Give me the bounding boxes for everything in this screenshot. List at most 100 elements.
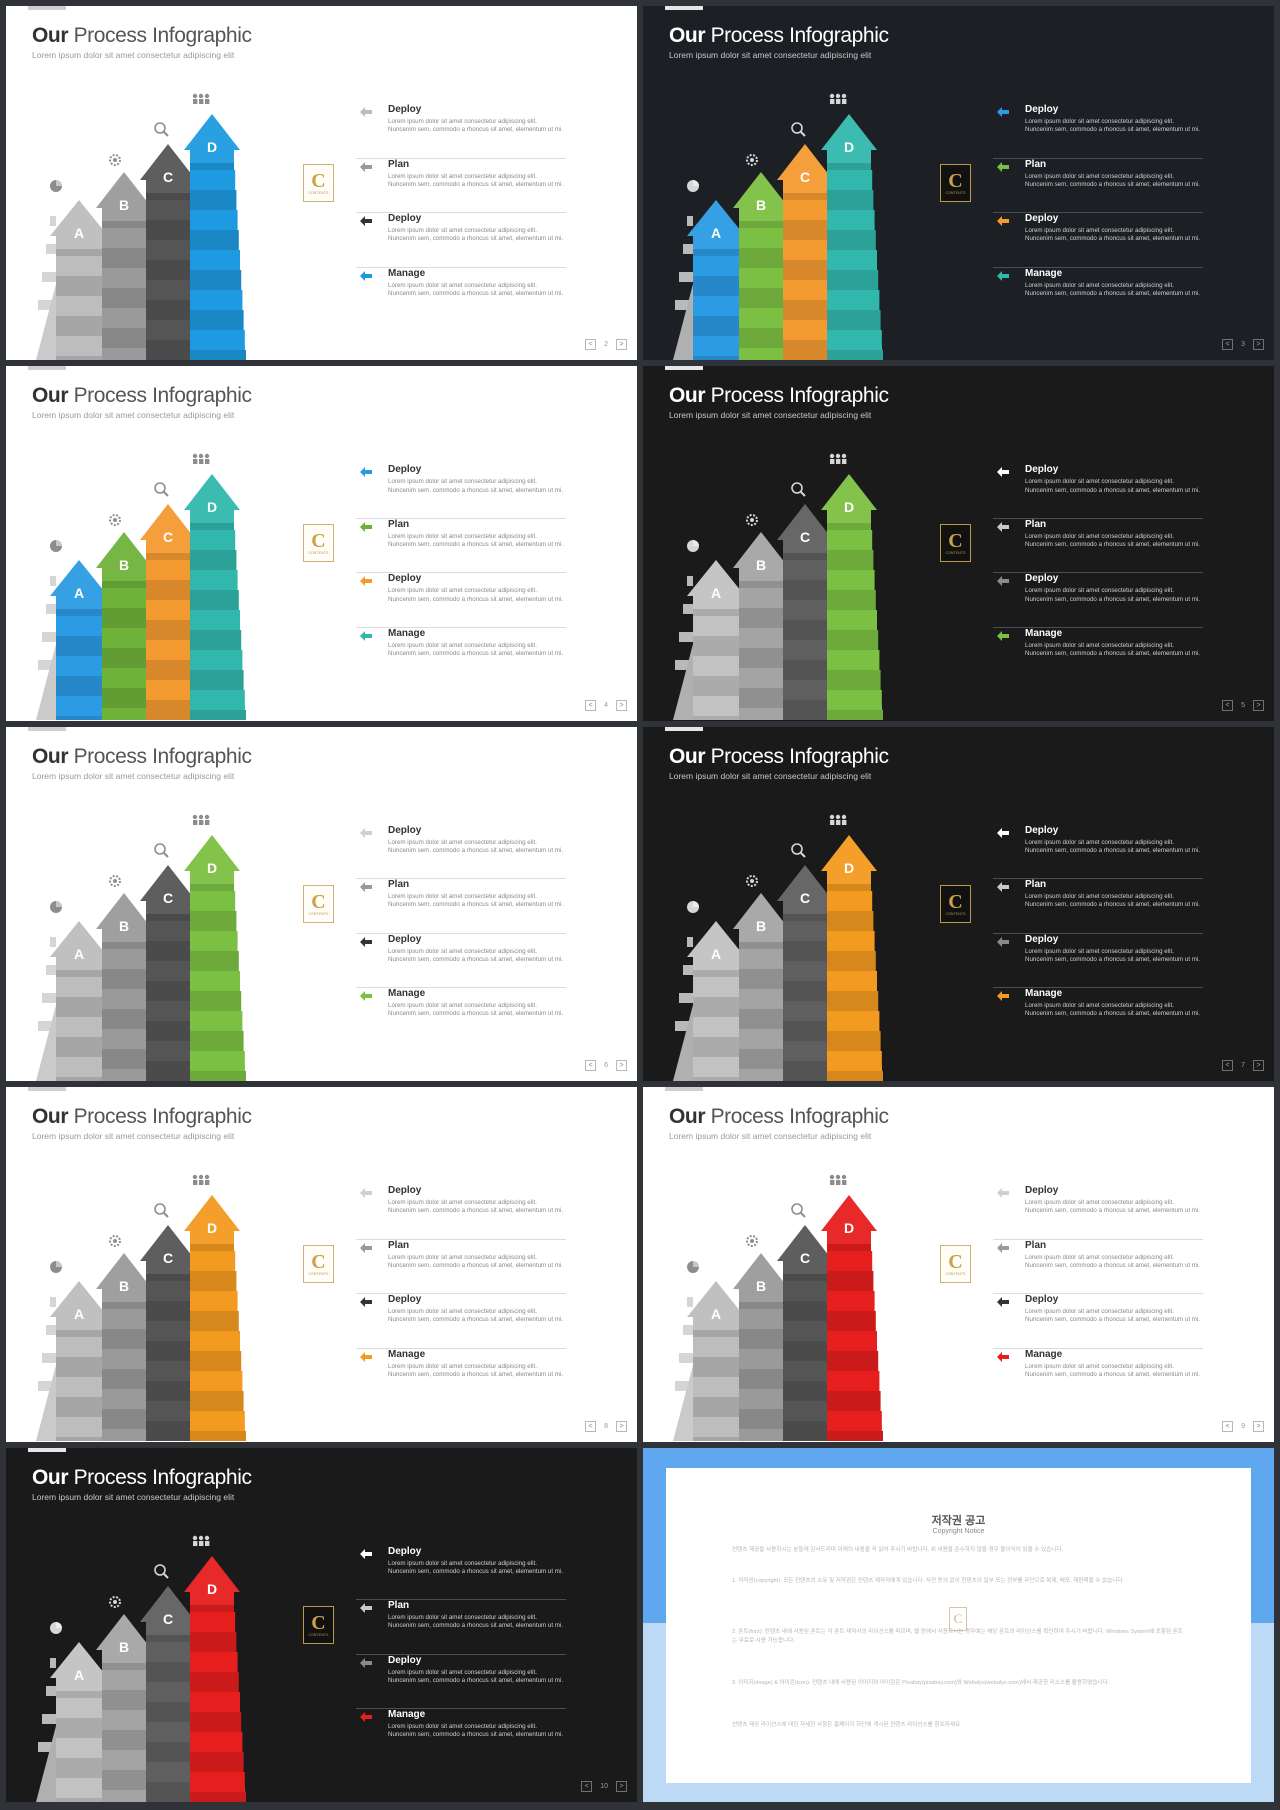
step-label: Deploy xyxy=(388,1654,422,1666)
step-item: Deploy Lorem ipsum dolor sit amet consect… xyxy=(356,934,566,989)
slide-5[interactable]: Our Process Infographic Lorem ipsum dolo… xyxy=(643,366,1274,721)
stair-letter: B xyxy=(756,197,766,213)
step-label: Plan xyxy=(388,518,410,530)
title-bold: Our xyxy=(669,1105,706,1129)
step-label: Deploy xyxy=(388,464,422,476)
next-page-button[interactable]: > xyxy=(1253,1060,1264,1072)
next-page-button[interactable]: > xyxy=(1253,699,1264,711)
next-page-button[interactable]: > xyxy=(1253,1420,1264,1432)
step-label: Plan xyxy=(1025,1239,1047,1251)
step-item: Deploy Lorem ipsum dolor sit amet consect… xyxy=(993,1294,1203,1349)
slide-3[interactable]: Our Process Infographic Lorem ipsum dolo… xyxy=(643,6,1274,361)
slide-8[interactable]: Our Process Infographic Lorem ipsum dolo… xyxy=(6,1087,637,1442)
page-number: 6 xyxy=(604,1062,608,1070)
next-page-button[interactable]: > xyxy=(1253,339,1264,351)
step-list: Deploy Lorem ipsum dolor sit amet consect… xyxy=(356,825,566,1043)
top-accent-bar xyxy=(665,1087,703,1092)
next-page-button[interactable]: > xyxy=(616,1780,627,1792)
step-item: Deploy Lorem ipsum dolor sit amet consect… xyxy=(356,464,566,519)
arrow-left-icon xyxy=(360,107,372,117)
slide-title: Our Process Infographic xyxy=(669,745,889,769)
next-page-button[interactable]: > xyxy=(616,339,627,351)
stair-column: C xyxy=(777,504,833,721)
contents-logo: C CONTENTS xyxy=(940,164,971,202)
step-description: Lorem ipsum dolor sit amet consectetur a… xyxy=(1025,947,1201,963)
top-accent-bar xyxy=(665,726,703,731)
prev-page-button[interactable]: < xyxy=(1222,1420,1234,1432)
arrow-left-icon xyxy=(360,161,372,172)
prev-page-button[interactable]: < xyxy=(1222,699,1234,711)
arrow-left-icon xyxy=(360,467,372,478)
next-page-button[interactable]: > xyxy=(616,1420,627,1432)
next-page-button[interactable]: > xyxy=(616,699,627,711)
copyright-notice-slide: 저작권 공고 Copyright Notice 컨텐츠 제공을 사용하시는 분들… xyxy=(643,1447,1274,1802)
slide-subtitle: Lorem ipsum dolor sit amet consectetur a… xyxy=(669,770,872,781)
step-label: Deploy xyxy=(388,824,422,836)
stair-letter: C xyxy=(163,1250,173,1266)
arrow-left-icon xyxy=(997,1242,1009,1253)
prev-page-button[interactable]: < xyxy=(585,699,597,711)
title-rest: Process Infographic xyxy=(710,24,889,47)
stair-letter: A xyxy=(74,225,84,241)
slide-4[interactable]: Our Process Infographic Lorem ipsum dolo… xyxy=(6,366,637,721)
step-description: Lorem ipsum dolor sit amet consectetur a… xyxy=(388,1614,564,1630)
arrow-left-icon xyxy=(997,991,1009,1002)
stair-column: B xyxy=(96,892,152,1081)
contents-logo: C CONTENTS xyxy=(303,884,334,923)
prev-page-button[interactable]: < xyxy=(585,339,597,351)
pager: < 10 > xyxy=(581,1780,627,1792)
search-icon xyxy=(791,482,806,498)
stair-column: A xyxy=(50,1281,108,1442)
step-description: Lorem ipsum dolor sit amet consectetur a… xyxy=(388,838,564,854)
step-label: Deploy xyxy=(388,213,422,224)
step-label: Plan xyxy=(1025,879,1047,891)
arrow-left-icon xyxy=(360,882,372,893)
step-item: Deploy Lorem ipsum dolor sit amet consect… xyxy=(356,1655,566,1710)
search-icon xyxy=(791,1203,806,1218)
slide-10[interactable]: Our Process Infographic Lorem ipsum dolo… xyxy=(6,1447,637,1802)
logo-text: CONTENTS xyxy=(308,1632,329,1637)
page-number: 4 xyxy=(604,701,608,709)
prev-page-button[interactable]: < xyxy=(1222,1060,1234,1072)
step-item: Plan Lorem ipsum dolor sit amet consectet… xyxy=(356,159,566,213)
team-icon xyxy=(829,454,847,465)
stair-letter: B xyxy=(119,557,129,573)
slide-subtitle: Lorem ipsum dolor sit amet consectetur a… xyxy=(669,410,872,421)
stair-column: B xyxy=(733,892,789,1081)
search-icon xyxy=(154,842,169,858)
slide-9[interactable]: Our Process Infographic Lorem ipsum dolo… xyxy=(643,1087,1274,1442)
prev-page-button[interactable]: < xyxy=(585,1060,597,1072)
stair-letter: A xyxy=(711,585,721,601)
pie-chart-icon xyxy=(50,1621,62,1634)
stair-column: D xyxy=(821,114,883,360)
slide-7[interactable]: Our Process Infographic Lorem ipsum dolo… xyxy=(643,726,1274,1082)
slide-title: Our Process Infographic xyxy=(32,1466,252,1490)
stair-column: A xyxy=(687,200,745,360)
pie-chart-icon xyxy=(687,900,699,913)
prev-page-button[interactable]: < xyxy=(585,1420,597,1432)
step-item: Manage Lorem ipsum dolor sit amet consect… xyxy=(993,1349,1203,1404)
gear-icon xyxy=(746,1235,758,1248)
top-accent-bar xyxy=(665,366,703,371)
step-description: Lorem ipsum dolor sit amet consectetur a… xyxy=(388,118,564,134)
stair-letter: B xyxy=(756,918,766,934)
step-description: Lorem ipsum dolor sit amet consectetur a… xyxy=(388,227,564,243)
slide-title: Our Process Infographic xyxy=(32,384,252,408)
arrow-left-icon xyxy=(360,1297,372,1308)
stair-letter: C xyxy=(163,890,173,906)
next-page-button[interactable]: > xyxy=(616,1060,627,1072)
search-icon xyxy=(154,1563,169,1579)
slide-6[interactable]: Our Process Infographic Lorem ipsum dolo… xyxy=(6,726,637,1082)
prev-page-button[interactable]: < xyxy=(581,1780,593,1792)
slide-2[interactable]: Our Process Infographic Lorem ipsum dolo… xyxy=(6,6,637,361)
step-label: Deploy xyxy=(1025,464,1059,476)
prev-page-button[interactable]: < xyxy=(1222,339,1234,351)
stair-column: B xyxy=(96,1613,152,1802)
slide-subtitle: Lorem ipsum dolor sit amet consectetur a… xyxy=(32,410,235,421)
arrow-left-icon xyxy=(360,216,372,226)
staircase-graphic: A B C D xyxy=(36,1174,246,1442)
gear-icon xyxy=(109,1235,121,1248)
arrow-left-icon xyxy=(360,1351,372,1362)
slide-subtitle: Lorem ipsum dolor sit amet consectetur a… xyxy=(32,1491,235,1502)
arrow-left-icon xyxy=(360,576,372,587)
